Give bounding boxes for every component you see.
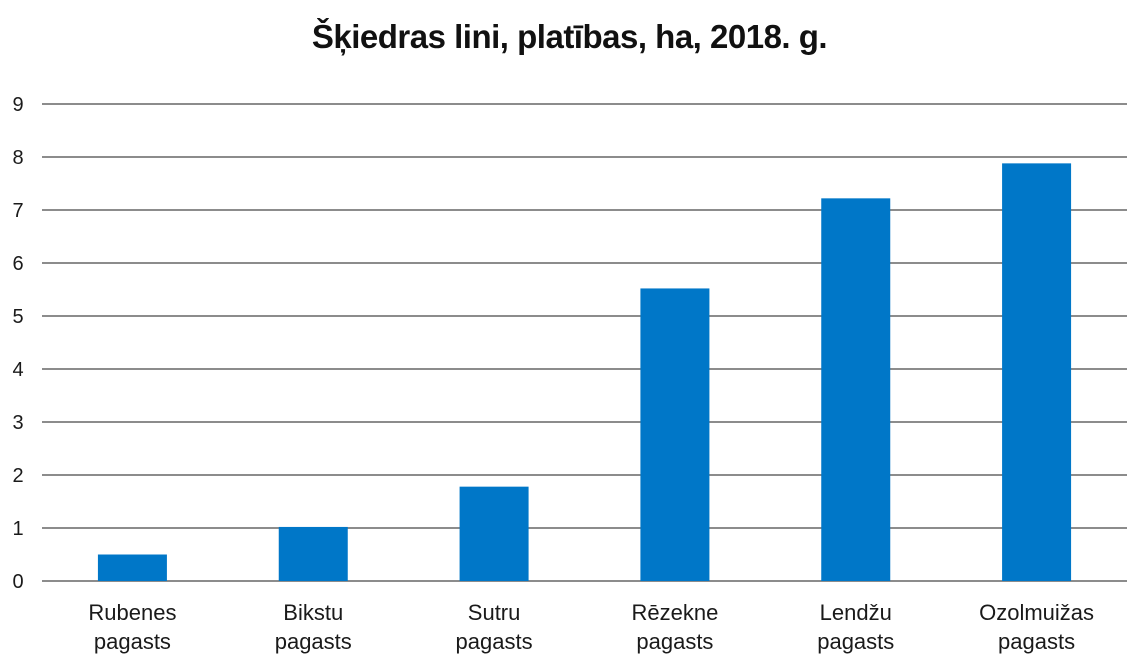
x-category-label: pagasts <box>998 629 1075 654</box>
y-tick-label: 4 <box>12 359 23 381</box>
x-category-label: pagasts <box>275 629 352 654</box>
x-category-label: Lendžu <box>820 600 892 625</box>
bar <box>97 554 167 581</box>
y-tick-label: 3 <box>12 412 23 434</box>
x-category-label: Rēzekne <box>631 600 718 625</box>
y-axis-ticks: 0 1 2 3 4 5 6 7 8 9 <box>12 94 23 593</box>
y-tick-label: 0 <box>12 571 23 593</box>
y-tick-label: 8 <box>12 147 23 169</box>
x-category-label: pagasts <box>456 629 533 654</box>
y-tick-label: 9 <box>12 94 23 116</box>
bar <box>1002 163 1072 582</box>
x-axis-labels: Rubenes pagasts Bikstu pagasts Sutru pagasts R… <box>88 600 1094 654</box>
x-category-label: pagasts <box>636 629 713 654</box>
bar <box>459 486 529 581</box>
x-category-label: pagasts <box>94 629 171 654</box>
bars <box>97 163 1072 582</box>
y-tick-label: 6 <box>12 253 23 275</box>
y-tick-label: 7 <box>12 200 23 222</box>
x-category-label: Rubenes <box>88 600 176 625</box>
bar <box>278 526 348 581</box>
y-tick-label: 5 <box>12 306 23 328</box>
gridlines <box>42 103 1127 582</box>
x-category-label: pagasts <box>817 629 894 654</box>
bar <box>821 198 891 581</box>
x-category-label: Sutru <box>468 600 521 625</box>
y-tick-label: 2 <box>12 465 23 487</box>
x-category-label: Bikstu <box>283 600 343 625</box>
chart-title: Šķiedras lini, platības, ha, 2018. g. <box>311 18 828 55</box>
x-category-label: Ozolmuižas <box>979 600 1094 625</box>
bar <box>640 288 710 581</box>
y-tick-label: 1 <box>12 518 23 540</box>
